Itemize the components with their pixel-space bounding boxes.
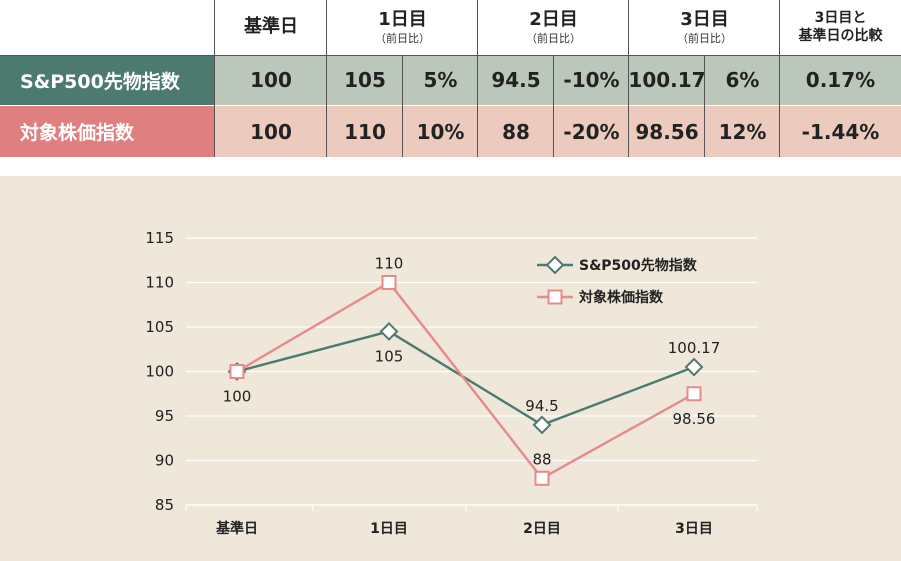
header-base-day-label: 基準日 bbox=[244, 16, 298, 38]
x-category-label: 2日目 bbox=[523, 521, 561, 537]
row1-day3-change: 6% bbox=[705, 55, 780, 105]
y-tick-label: 90 bbox=[155, 452, 174, 470]
diamond-marker bbox=[532, 415, 552, 435]
header-day2-sub: （前日比） bbox=[526, 31, 581, 45]
header-compare-line2: 基準日の比較 bbox=[798, 27, 883, 44]
row2-day3-change: 12% bbox=[705, 106, 780, 157]
table-col-divider bbox=[214, 0, 215, 157]
header-day1-label: 1日目 bbox=[378, 8, 427, 30]
row2-base: 100 bbox=[215, 106, 327, 157]
header-day1: 1日目 （前日比） bbox=[327, 0, 478, 55]
table-row-divider bbox=[0, 105, 901, 106]
header-day2: 2日目 （前日比） bbox=[478, 0, 629, 55]
row1-day1-value: 105 bbox=[327, 55, 403, 105]
y-tick-label: 115 bbox=[145, 229, 174, 247]
row1-day3-value: 100.17 bbox=[628, 55, 706, 105]
data-label: 98.56 bbox=[673, 410, 716, 428]
x-category-label: 3日目 bbox=[675, 521, 713, 537]
row2-compare: -1.44% bbox=[780, 106, 901, 157]
row1-day2-value: 94.5 bbox=[478, 55, 554, 105]
diamond-marker bbox=[379, 322, 399, 341]
header-compare-line1: 3日目と bbox=[814, 10, 867, 26]
data-label: 88 bbox=[532, 450, 551, 468]
square-marker bbox=[686, 386, 702, 402]
header-day3: 3日目 （前日比） bbox=[629, 0, 780, 55]
row-label-target-index: 対象株価指数 bbox=[0, 106, 215, 157]
legend-label: 対象株価指数 bbox=[578, 289, 664, 306]
line-chart: 85 90 95 100 105 110 115 基準日 1日目 2日目 3日目 105 94.5 100… bbox=[145, 229, 758, 537]
y-tick-label: 95 bbox=[155, 407, 174, 425]
header-day1-sub: （前日比） bbox=[375, 31, 430, 45]
y-tick-label: 105 bbox=[145, 318, 174, 336]
data-label: 105 bbox=[375, 347, 404, 365]
table-col-divider bbox=[628, 0, 629, 157]
row1-day2-change: -10% bbox=[554, 55, 629, 105]
table-col-divider bbox=[402, 55, 403, 157]
row2-day2-change: -20% bbox=[554, 106, 629, 157]
series-line bbox=[236, 280, 695, 480]
legend-square-marker bbox=[547, 289, 563, 305]
row-label-sp500: S&P500先物指数 bbox=[0, 55, 215, 105]
table-col-divider bbox=[477, 0, 478, 157]
data-label: 94.5 bbox=[525, 397, 558, 415]
legend-diamond-marker bbox=[545, 255, 565, 275]
data-label: 110 bbox=[375, 255, 404, 273]
diamond-marker bbox=[684, 357, 704, 377]
row1-day1-change: 5% bbox=[403, 55, 478, 105]
data-label: 100.17 bbox=[668, 339, 721, 357]
row2-day1-change: 10% bbox=[403, 106, 478, 157]
x-category-label: 基準日 bbox=[216, 520, 258, 537]
row2-day3-value: 98.56 bbox=[629, 106, 705, 157]
y-tick-label: 85 bbox=[155, 496, 174, 514]
table-col-divider bbox=[326, 0, 327, 157]
x-category-label: 1日目 bbox=[370, 521, 408, 537]
legend-label: S&P500先物指数 bbox=[579, 257, 698, 274]
header-day3-sub: （前日比） bbox=[677, 31, 732, 45]
row2-day1-value: 110 bbox=[327, 106, 403, 157]
header-compare: 3日目と 基準日の比較 bbox=[780, 0, 901, 55]
table-col-divider bbox=[553, 55, 554, 157]
y-tick-label: 110 bbox=[145, 274, 174, 292]
square-marker bbox=[534, 470, 550, 486]
table-header-divider bbox=[0, 55, 901, 56]
data-label: 100 bbox=[223, 388, 252, 406]
row2-day2-value: 88 bbox=[478, 106, 554, 157]
row1-base: 100 bbox=[215, 55, 327, 105]
y-tick-label: 100 bbox=[145, 363, 174, 381]
square-marker bbox=[229, 364, 245, 379]
header-day3-label: 3日目 bbox=[680, 8, 729, 30]
table-col-divider bbox=[704, 55, 705, 157]
row1-compare: 0.17% bbox=[780, 55, 901, 105]
header-base-day: 基準日 bbox=[215, 0, 327, 55]
table-col-divider bbox=[779, 0, 780, 157]
line-chart-panel: 85 90 95 100 105 110 115 基準日 1日目 2日目 3日目 105 94.5 100… bbox=[0, 176, 901, 561]
comparison-table: 基準日 1日目 （前日比） 2日目 （前日比） 3日目 （前日比） 3日目と 基… bbox=[0, 0, 901, 157]
square-marker bbox=[381, 275, 397, 290]
header-day2-label: 2日目 bbox=[529, 8, 578, 30]
series-line bbox=[236, 330, 695, 427]
